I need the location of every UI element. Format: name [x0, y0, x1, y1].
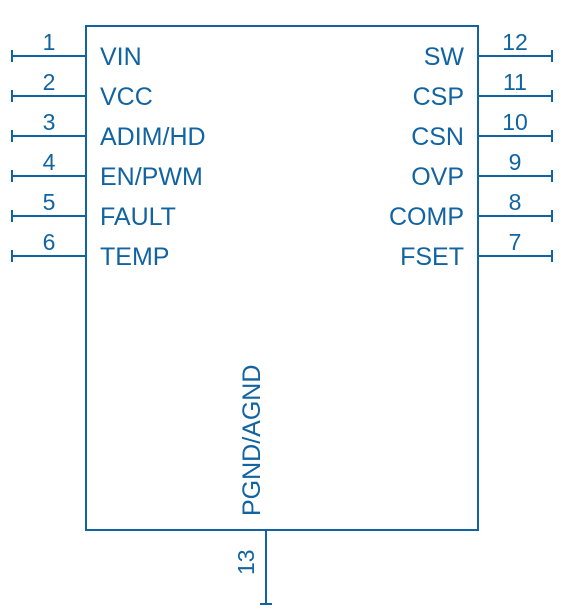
pin-name: SW	[424, 43, 465, 71]
pin-name: CSP	[413, 83, 464, 111]
pin-name: OVP	[411, 163, 464, 191]
pin-name: TEMP	[100, 243, 169, 271]
pin-name: VCC	[100, 83, 153, 111]
pin-number: 5	[43, 189, 56, 215]
pin-number: 6	[43, 229, 56, 255]
ic-pinout-diagram: 1 VIN 2 VCC 3 ADIM/HD 4 EN/PWM 5 FAULT 6 TEMP 12 SW 11…	[0, 0, 568, 612]
pin-number: 3	[43, 109, 56, 135]
pin-name: EN/PWM	[100, 163, 203, 191]
pin-name: FSET	[400, 243, 464, 271]
pin-name: COMP	[389, 203, 464, 231]
pin-number: 2	[43, 69, 56, 95]
pin-name: FAULT	[100, 203, 176, 231]
pin-name: VIN	[100, 43, 142, 71]
pin-number: 1	[43, 29, 56, 55]
pin-number: 9	[509, 149, 522, 175]
pin-number: 4	[43, 149, 56, 175]
pin-name: ADIM/HD	[100, 123, 206, 151]
pin-number: 11	[503, 69, 527, 95]
pin-number: 7	[509, 229, 522, 255]
pin-number: 13	[233, 549, 259, 575]
pin-number: 8	[509, 189, 522, 215]
pin-name: PGND/AGND	[238, 365, 266, 516]
pin-name: CSN	[411, 123, 464, 151]
pin-number: 10	[502, 109, 528, 135]
pin-number: 12	[502, 29, 528, 55]
